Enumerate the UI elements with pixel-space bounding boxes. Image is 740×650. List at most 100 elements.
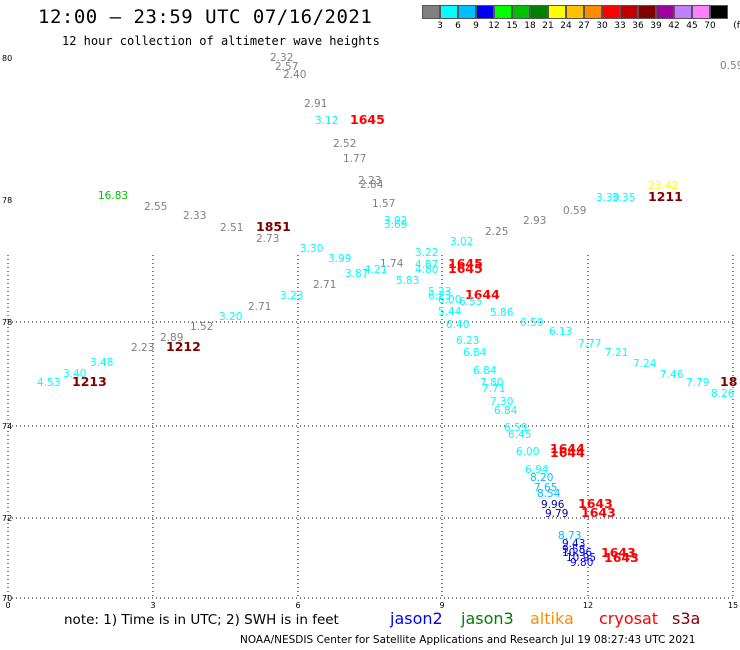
wave-height-label: 23.42 (648, 180, 678, 192)
wave-height-colorbar (422, 5, 728, 19)
wave-height-label: 2.89 (160, 332, 183, 344)
colorbar-swatch (422, 5, 440, 19)
colorbar-label: 33 (614, 21, 626, 31)
x-tick-label: 12 (583, 601, 593, 610)
wave-height-label: 9.80 (570, 557, 593, 569)
wave-height-label: 2.71 (248, 301, 271, 313)
wave-height-label: 5.44 (438, 306, 462, 318)
wave-height-label: 2.23 (131, 342, 154, 354)
x-tick-label: 6 (295, 601, 300, 610)
pass-time-label: 1645 (350, 112, 385, 127)
colorbar-label: 45 (686, 21, 698, 31)
wave-height-label: 9.79 (545, 508, 568, 520)
colorbar-unit: (ft) (733, 21, 740, 31)
colorbar-swatch (476, 5, 494, 19)
wave-height-label: 4.21 (364, 264, 387, 276)
wave-height-label: 2.91 (304, 98, 327, 110)
colorbar-label: 12 (488, 21, 500, 31)
wave-height-label: 6.59 (504, 422, 527, 434)
wave-height-label: 3.23 (280, 290, 303, 302)
wave-height-label: 3.30 (596, 192, 619, 204)
colorbar-swatch (512, 5, 530, 19)
legend-cryosat: cryosat (599, 609, 659, 628)
wave-height-label: 3.99 (328, 253, 351, 265)
wave-height-label: 6.55 (459, 296, 482, 308)
wave-height-label: 1.57 (372, 198, 395, 210)
pass-time-label: 1645 (448, 261, 483, 276)
colorbar-swatch (692, 5, 710, 19)
colorbar-swatch (494, 5, 512, 19)
wave-height-label: 6.84 (463, 347, 487, 359)
wave-height-label: 9.96 (541, 499, 565, 511)
wave-height-label: 5.86 (490, 307, 514, 319)
y-tick-label: 70 (2, 594, 12, 603)
colorbar-swatch (674, 5, 692, 19)
colorbar-label: 70 (704, 21, 716, 31)
wave-height-label: 6.23 (428, 290, 451, 302)
y-tick-label: 72 (2, 514, 12, 523)
legend-jason3: jason3 (461, 609, 514, 628)
wave-height-label: 3.35 (612, 192, 635, 204)
colorbar-label: 24 (560, 21, 572, 31)
colorbar-label: 30 (596, 21, 608, 31)
pass-time-label: 1644 (550, 445, 585, 460)
wave-height-label: 2.57 (275, 61, 298, 73)
wave-height-label: 2.52 (333, 138, 356, 150)
colorbar-swatch (530, 5, 548, 19)
wave-height-label: 7.77 (578, 338, 601, 350)
colorbar-swatch (566, 5, 584, 19)
colorbar-swatch (602, 5, 620, 19)
pass-time-label: 1643 (601, 545, 636, 560)
wave-height-label: 16.83 (98, 190, 128, 202)
legend-note: note: 1) Time is in UTC; 2) SWH is in fe… (64, 612, 339, 628)
wave-height-label: 7.71 (482, 383, 505, 395)
colorbar-swatch (548, 5, 566, 19)
colorbar-label: 21 (542, 21, 554, 31)
wave-height-label: 5.83 (396, 275, 419, 287)
wave-height-label: 2.25 (485, 226, 508, 238)
wave-height-label: 7.30 (490, 396, 513, 408)
wave-height-label: 3.02 (450, 236, 473, 248)
wave-height-label: 6.84 (494, 405, 518, 417)
pass-time-label: 1643 (581, 505, 616, 520)
colorbar-label: 9 (473, 21, 479, 31)
x-tick-label: 9 (439, 601, 444, 610)
pass-time-label: 1644 (465, 287, 500, 302)
wave-height-label: 6.40 (446, 319, 469, 331)
wave-height-label: 9.58 (562, 544, 585, 556)
wave-height-label: 0.59 (563, 205, 586, 217)
colorbar-label: 36 (632, 21, 644, 31)
map-title: 12:00 – 23:59 UTC 07/16/2021 (38, 6, 373, 28)
wave-height-label: 7.80 (480, 377, 503, 389)
y-tick-label: 74 (2, 422, 12, 431)
wave-height-label: 8.73 (558, 530, 581, 542)
colorbar-swatch (458, 5, 476, 19)
colorbar-label: 27 (578, 21, 590, 31)
legend-s3a: s3a (672, 609, 701, 628)
wave-height-label: 2.73 (256, 233, 279, 245)
wave-height-label: 4.87 (415, 259, 438, 271)
y-tick-label: 78 (2, 318, 12, 327)
wave-height-label: 3.30 (300, 243, 323, 255)
wave-height-label: 3.87 (345, 268, 368, 280)
wave-height-label: 0.59 (720, 60, 740, 72)
pass-time-label: 1643 (604, 550, 639, 565)
wave-height-label: 6.45 (508, 429, 531, 441)
wave-height-label: 10.95 (566, 552, 596, 564)
wave-height-label: 1.77 (343, 153, 366, 165)
legend-altika: altika (530, 609, 574, 628)
wave-height-label: 2.23 (358, 175, 381, 187)
colorbar-swatch (440, 5, 458, 19)
wave-height-label: 5.23 (428, 286, 451, 298)
colorbar-label: 6 (455, 21, 461, 31)
wave-height-label: 7.46 (660, 369, 684, 381)
colorbar-swatch (638, 5, 656, 19)
wave-height-label: 6.00 (438, 294, 461, 306)
wave-height-label: 6.94 (525, 464, 549, 476)
wave-height-label: 7.65 (534, 482, 557, 494)
pass-time-label: 18 (720, 374, 737, 389)
colorbar-swatch (620, 5, 638, 19)
wave-height-label: 7.21 (605, 347, 628, 359)
pass-time-label: 1851 (256, 219, 291, 234)
